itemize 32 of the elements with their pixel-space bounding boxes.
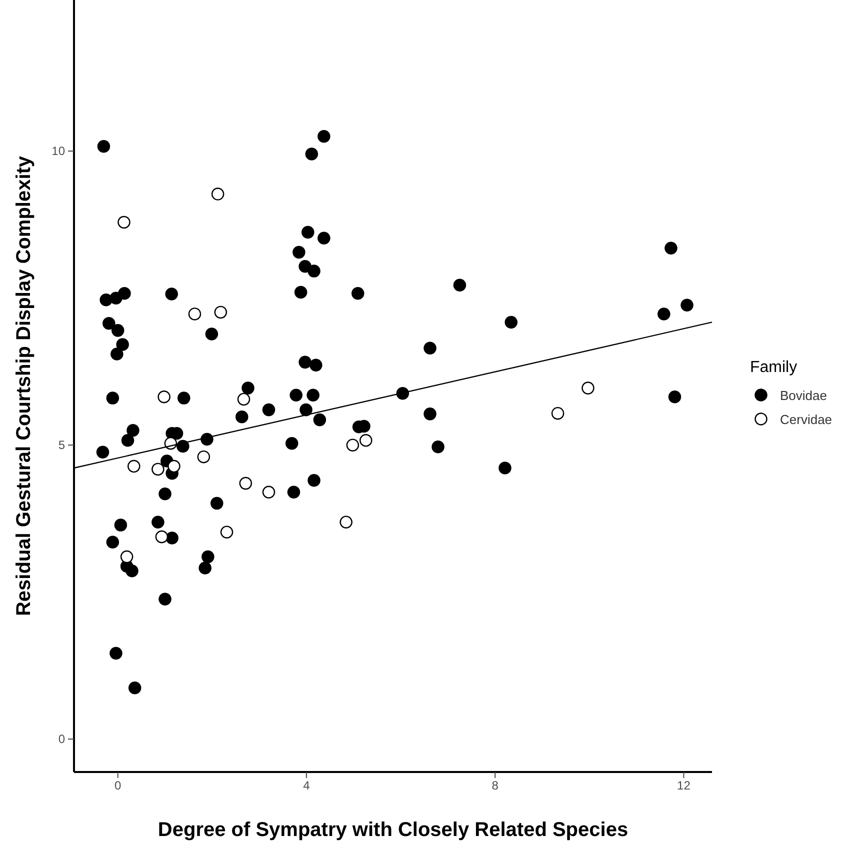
x-tick-label: 8 — [492, 778, 499, 793]
point — [158, 390, 170, 404]
x-axis-title: Degree of Sympatry with Closely Related Species — [158, 819, 628, 841]
point — [120, 550, 134, 564]
point — [155, 530, 168, 544]
point — [582, 382, 594, 394]
point — [118, 216, 130, 229]
x-tick-label: 12 — [677, 778, 691, 793]
point — [346, 438, 360, 452]
legend-label: Bovidae — [780, 388, 827, 403]
legend-label: Cervidae — [780, 412, 832, 427]
y-axis-title: Residual Gestural Courtship Display Complexity — [13, 155, 35, 616]
point — [220, 526, 234, 538]
point — [237, 392, 250, 406]
point — [168, 460, 180, 473]
point — [340, 516, 352, 528]
point — [188, 308, 202, 320]
point — [197, 450, 210, 464]
x-tick-label: 4 — [303, 778, 310, 793]
point — [551, 406, 564, 420]
point — [360, 434, 372, 447]
x-tick-label: 0 — [114, 778, 122, 793]
y-tick-label: 10 — [52, 144, 66, 158]
point — [214, 306, 228, 319]
legend-title: Family — [750, 359, 798, 376]
point — [152, 462, 164, 476]
point — [128, 460, 140, 473]
point — [211, 188, 224, 200]
y-tick-label: 5 — [58, 438, 66, 452]
point — [239, 476, 252, 490]
point — [262, 486, 276, 498]
y-tick-label: 0 — [58, 732, 66, 746]
